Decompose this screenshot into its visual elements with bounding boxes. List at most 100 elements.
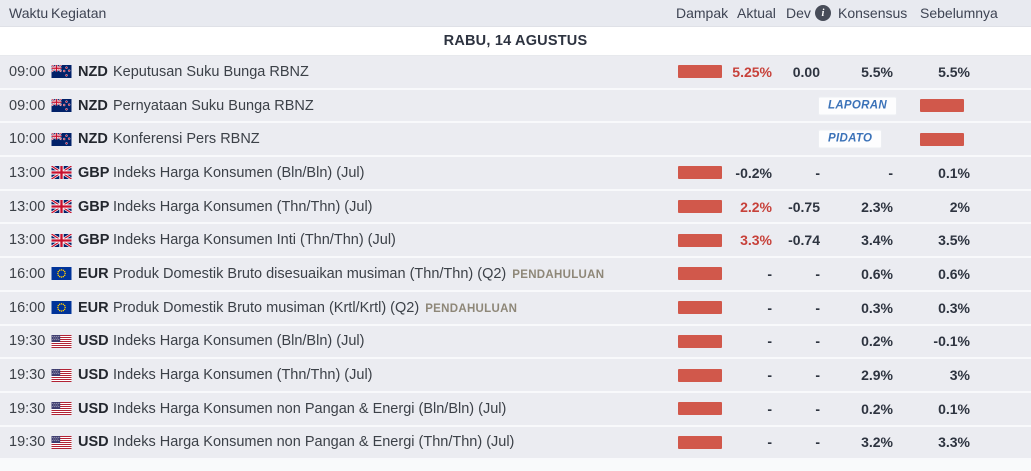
impact-indicator xyxy=(678,368,728,382)
event-time: 19:30 xyxy=(9,400,46,417)
currency-code: USD xyxy=(78,333,109,350)
consensus-value: 2.9% xyxy=(861,367,893,384)
table-row[interactable]: 13:00 GBP Indeks Harga Konsumen (Bln/Bln… xyxy=(0,157,1031,191)
impact-bar xyxy=(678,368,722,382)
consensus-value: 3.4% xyxy=(861,232,893,249)
nzd-flag-icon xyxy=(51,65,78,79)
table-row[interactable]: 13:00 GBP Indeks Harga Konsumen (Thn/Thn… xyxy=(0,190,1031,225)
consensus-value: 3.2% xyxy=(861,434,893,451)
consensus-value: 2.3% xyxy=(861,198,893,215)
event-time: 13:00 xyxy=(9,164,46,181)
impact-indicator xyxy=(920,132,970,146)
table-header-row: Waktu Kegiatan Dampak Aktual Dev i Konse… xyxy=(0,0,1031,27)
currency-code: EUR xyxy=(78,265,109,282)
impact-indicator xyxy=(678,334,728,348)
event-name[interactable]: Indeks Harga Konsumen (Thn/Thn) (Jul) xyxy=(113,367,373,384)
deviation-value: - xyxy=(815,265,820,282)
table-row[interactable]: 09:00 NZD Keputusan Suku Bunga RBNZ 5.25… xyxy=(0,56,1031,90)
pidato-badge[interactable]: PIDATO xyxy=(818,129,883,149)
deviation-value: -0.75 xyxy=(788,198,820,215)
table-row[interactable]: 10:00 NZD Konferensi Pers RBNZ PIDATO xyxy=(0,123,1031,158)
usd-flag-icon xyxy=(51,368,78,382)
consensus-value: 0.6% xyxy=(861,265,893,282)
event-name[interactable]: Keputusan Suku Bunga RBNZ xyxy=(113,63,309,80)
deviation-value: 0.00 xyxy=(792,63,820,80)
actual-value: 3.3% xyxy=(740,232,772,249)
actual-value: -0.2% xyxy=(735,164,772,181)
deviation-value: - xyxy=(815,367,820,384)
table-row[interactable]: 19:30 USD Indeks Harga Konsumen non Pang… xyxy=(0,426,1031,461)
laporan-badge[interactable]: LAPORAN xyxy=(818,96,897,116)
date-label: RABU, 14 AGUSTUS xyxy=(443,33,588,49)
deviation-value: - xyxy=(815,400,820,417)
event-name[interactable]: Indeks Harga Konsumen non Pangan & Energ… xyxy=(113,434,515,451)
dev-info-icon[interactable]: i xyxy=(815,5,831,21)
date-band: RABU, 14 AGUSTUS xyxy=(0,27,1031,56)
column-header-dampak: Dampak xyxy=(676,5,729,21)
event-name[interactable]: Produk Domestik Bruto disesuaikan musima… xyxy=(113,265,605,282)
event-name[interactable]: Indeks Harga Konsumen Inti (Thn/Thn) (Ju… xyxy=(113,232,396,249)
impact-bar xyxy=(678,435,722,449)
event-name[interactable]: Indeks Harga Konsumen (Thn/Thn) (Jul) xyxy=(113,198,373,215)
usd-flag-icon xyxy=(51,334,78,348)
previous-value: 0.3% xyxy=(938,299,970,316)
deviation-value: - xyxy=(815,333,820,350)
actual-value: 5.25% xyxy=(732,63,772,80)
event-name[interactable]: Indeks Harga Konsumen (Bln/Bln) (Jul) xyxy=(113,333,365,350)
consensus-value: - xyxy=(888,164,893,181)
event-name[interactable]: Konferensi Pers RBNZ xyxy=(113,131,260,148)
impact-bar xyxy=(920,132,964,146)
actual-value: - xyxy=(767,367,772,384)
impact-bar xyxy=(678,233,722,247)
impact-indicator xyxy=(678,166,728,180)
usd-flag-icon xyxy=(51,402,78,416)
event-name[interactable]: Indeks Harga Konsumen (Bln/Bln) (Jul) xyxy=(113,164,365,181)
impact-indicator xyxy=(678,301,728,315)
deviation-value: -0.74 xyxy=(788,232,820,249)
column-header-aktual: Aktual xyxy=(737,5,776,21)
previous-value: 3.3% xyxy=(938,434,970,451)
footer-strip xyxy=(0,460,1031,471)
event-name[interactable]: Pernyataan Suku Bunga RBNZ xyxy=(113,97,314,114)
previous-value: 2% xyxy=(949,198,970,215)
column-header-konsensus: Konsensus xyxy=(838,5,908,21)
event-time: 09:00 xyxy=(9,97,46,114)
table-row[interactable]: 09:00 NZD Pernyataan Suku Bunga RBNZ LAP… xyxy=(0,89,1031,124)
currency-code: USD xyxy=(78,367,109,384)
impact-bar xyxy=(678,200,722,214)
impact-indicator xyxy=(678,233,728,247)
currency-code: EUR xyxy=(78,299,109,316)
event-name[interactable]: Produk Domestik Bruto musiman (Krtl/Krtl… xyxy=(113,299,518,316)
table-row[interactable]: 19:30 USD Indeks Harga Konsumen (Bln/Bln… xyxy=(0,325,1031,360)
event-time: 19:30 xyxy=(9,434,46,451)
actual-value: - xyxy=(767,333,772,350)
table-row[interactable]: 16:00 EUR Produk Domestik Bruto disesuai… xyxy=(0,258,1031,292)
impact-indicator xyxy=(678,267,728,281)
gbp-flag-icon xyxy=(51,200,78,213)
previous-value: 5.5% xyxy=(938,63,970,80)
currency-code: GBP xyxy=(78,198,110,215)
nzd-flag-icon xyxy=(51,99,78,113)
impact-indicator xyxy=(920,99,970,113)
eur-flag-icon xyxy=(51,267,78,281)
currency-code: GBP xyxy=(78,164,110,181)
event-name[interactable]: Indeks Harga Konsumen non Pangan & Energ… xyxy=(113,400,507,417)
consensus-value: 0.2% xyxy=(861,400,893,417)
table-row[interactable]: 19:30 USD Indeks Harga Konsumen (Thn/Thn… xyxy=(0,359,1031,393)
gbp-flag-icon xyxy=(51,234,78,247)
event-time: 10:00 xyxy=(9,131,46,148)
previous-value: 0.6% xyxy=(938,265,970,282)
impact-bar xyxy=(678,301,722,315)
column-header-dev: Dev xyxy=(786,5,811,21)
actual-value: - xyxy=(767,299,772,316)
impact-bar xyxy=(678,334,722,348)
actual-value: - xyxy=(767,434,772,451)
table-row[interactable]: 13:00 GBP Indeks Harga Konsumen Inti (Th… xyxy=(0,224,1031,259)
actual-value: 2.2% xyxy=(740,198,772,215)
table-row[interactable]: 16:00 EUR Produk Domestik Bruto musiman … xyxy=(0,291,1031,326)
table-row[interactable]: 19:30 USD Indeks Harga Konsumen non Pang… xyxy=(0,392,1031,427)
consensus-value: 0.3% xyxy=(861,299,893,316)
consensus-value: 5.5% xyxy=(861,63,893,80)
column-header-waktu: Waktu xyxy=(9,5,49,21)
